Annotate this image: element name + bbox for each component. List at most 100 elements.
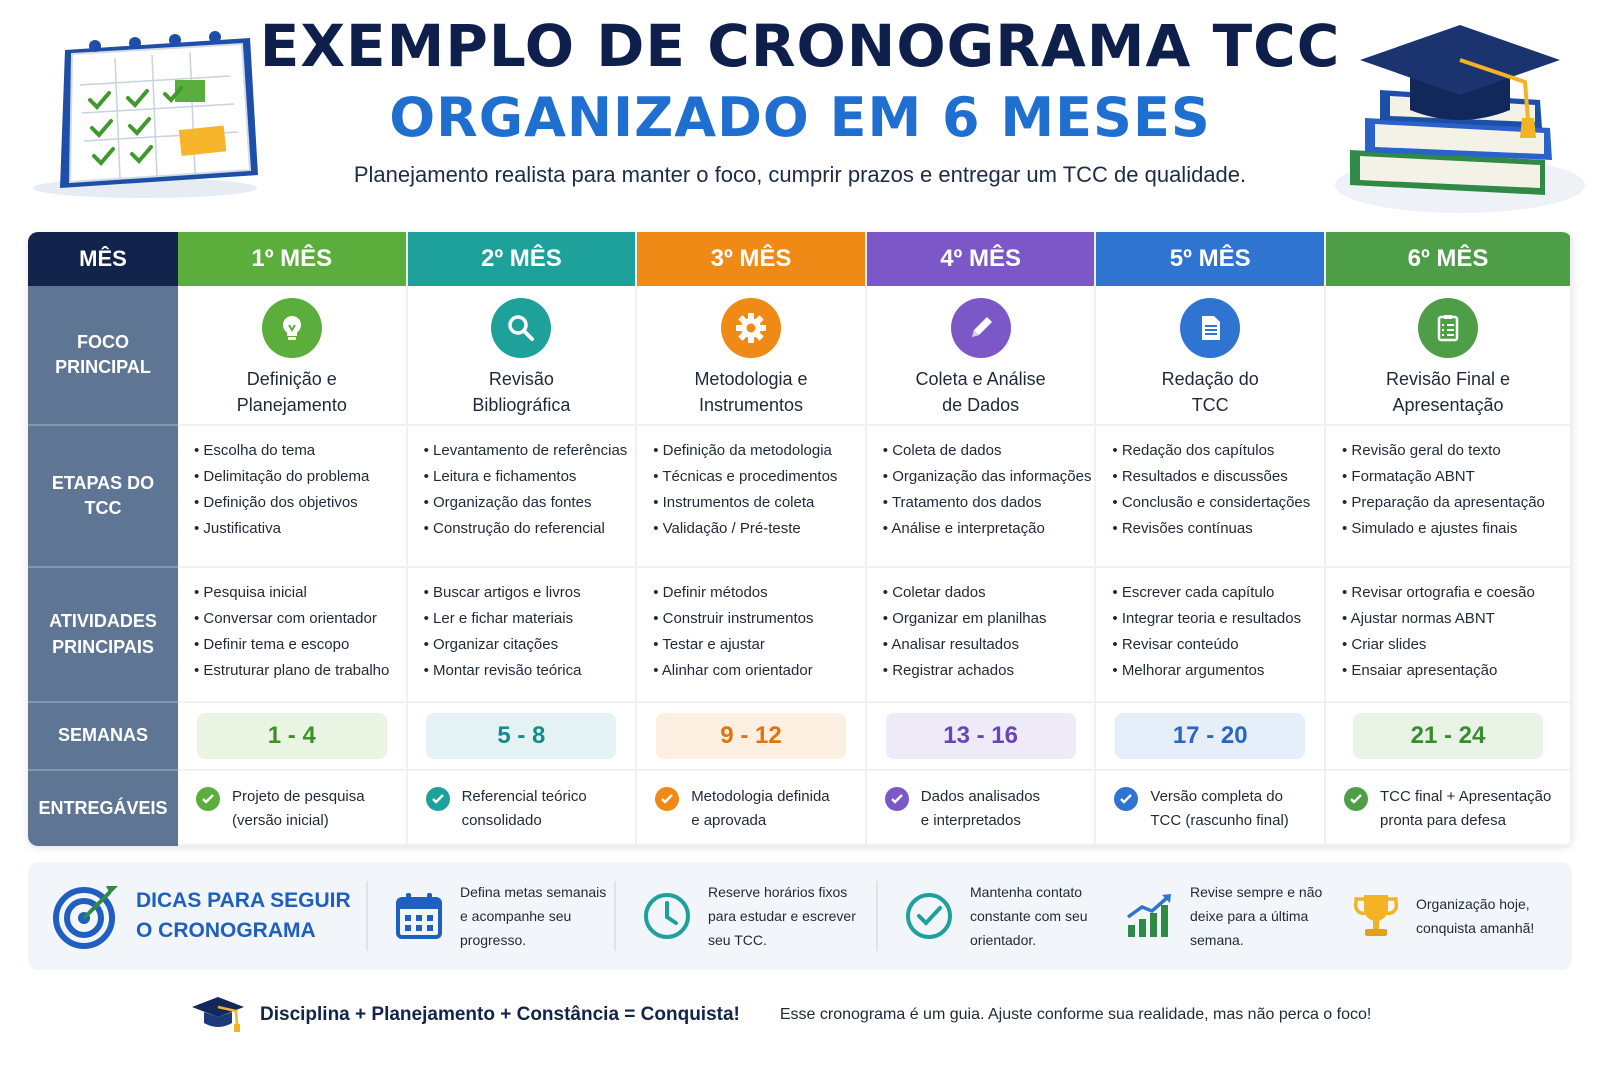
footer-motto: Disciplina + Planejamento + Constância =…	[260, 1004, 740, 1025]
weeks-badge-3: 9 - 12	[655, 713, 846, 759]
list-item: Preparação da apresentação	[1342, 490, 1570, 516]
steps-cell-4: Coleta de dadosOrganização das informaçõ…	[866, 426, 1097, 568]
list-item: Coleta de dados	[883, 438, 1095, 464]
page-description: Planejamento realista para manter o foco…	[353, 162, 1247, 187]
tip-text-line: progresso.	[460, 932, 527, 948]
clock-icon	[644, 893, 690, 939]
weeks-badge-5: 17 - 20	[1115, 713, 1306, 759]
focus-cell-6: Revisão Final e Apresentação	[1326, 286, 1572, 426]
deliverable-line: consolidado	[461, 812, 542, 829]
list-item: Revisão geral do texto	[1342, 438, 1570, 464]
list-item: Validação / Pré-teste	[653, 516, 865, 542]
list-item: Técnicas e procedimentos	[653, 464, 865, 490]
deliverable-line: TCC final + Apresentação	[1380, 788, 1552, 805]
list-item: Conversar com orientador	[194, 606, 406, 632]
page-subtitle: ORGANIZADO EM 6 MESES	[389, 86, 1211, 149]
row-label-steps: ETAPAS DO TCC	[28, 426, 178, 568]
month-header-6: 6º MÊS	[1326, 232, 1572, 286]
tip-text-line: e acompanhe seu	[460, 908, 572, 924]
check-circle-icon	[906, 893, 952, 939]
tip-item-5: Organização hoje, conquista amanhã!	[1326, 881, 1566, 951]
list-item: Tratamento dos dados	[883, 490, 1095, 516]
tip-text-line: Mantenha contato	[970, 884, 1083, 900]
document-icon	[1180, 298, 1241, 358]
footer: Disciplina + Planejamento + Constância =…	[190, 990, 1440, 1040]
list-item: Organização das fontes	[424, 490, 636, 516]
deliverable-line: TCC (rascunho final)	[1150, 812, 1289, 829]
growth-chart-icon	[1126, 894, 1171, 937]
deliverable-line: Dados analisados	[920, 788, 1041, 805]
focus-title-line: de Dados	[942, 395, 1020, 415]
list-item: Instrumentos de coleta	[653, 490, 865, 516]
activities-cell-6: Revisar ortografia e coesãoAjustar norma…	[1326, 568, 1572, 703]
list-item: Estruturar plano de trabalho	[194, 658, 406, 684]
check-icon	[196, 787, 220, 811]
list-item: Pesquisa inicial	[194, 580, 406, 606]
activities-cell-4: Coletar dadosOrganizar em planilhasAnali…	[866, 568, 1097, 703]
deliverable-line: Referencial teórico	[461, 788, 587, 805]
list-item: Montar revisão teórica	[424, 658, 636, 684]
list-item: Definir métodos	[653, 580, 865, 606]
lightbulb-icon	[261, 298, 322, 358]
row-label-month: MÊS	[28, 232, 178, 286]
focus-cell-1: Definição e Planejamento	[178, 286, 408, 426]
check-icon	[1114, 787, 1139, 811]
tips-header: DICAS PARA SEGUIR O CRONOGRAMA	[28, 881, 368, 951]
deliverable-line: Versão completa do	[1150, 788, 1283, 805]
activities-cell-2: Buscar artigos e livrosLer e fichar mate…	[407, 568, 638, 703]
list-item: Escrever cada capítulo	[1112, 580, 1324, 606]
focus-title-line: Coleta e Análise	[915, 369, 1046, 389]
focus-cell-3: Metodologia e Instrumentos	[637, 286, 867, 426]
pencil-icon	[950, 298, 1011, 358]
list-item: Conclusão e considertações	[1112, 490, 1324, 516]
list-item: Buscar artigos e livros	[424, 580, 636, 606]
tip-text-line: seu TCC.	[708, 932, 767, 948]
list-item: Formatação ABNT	[1342, 464, 1570, 490]
weeks-badge-6: 21 - 24	[1353, 713, 1543, 759]
list-item: Escolha do tema	[194, 438, 406, 464]
steps-cell-2: Levantamento de referênciasLeitura e fic…	[407, 426, 638, 568]
tip-text-line: deixe para a última	[1190, 908, 1309, 924]
tips-title-line: DICAS PARA SEGUIR	[136, 889, 351, 912]
deliverable-cell-5: Versão completa do TCC (rascunho final)	[1096, 771, 1326, 846]
deliverable-line: Metodologia definida	[691, 788, 830, 805]
target-arrow-icon	[53, 886, 118, 949]
focus-title-line: Revisão	[488, 369, 554, 389]
check-icon	[425, 787, 450, 811]
steps-cell-3: Definição da metodologiaTécnicas e proce…	[637, 426, 867, 568]
list-item: Redação dos capítulos	[1112, 438, 1324, 464]
list-item: Testar e ajustar	[653, 632, 865, 658]
month-header-5: 5º MÊS	[1096, 232, 1326, 286]
tip-item-2: Reserve horários fixos para estudar e esc…	[616, 881, 878, 951]
tip-text-line: Organização hoje,	[1416, 896, 1530, 912]
list-item: Revisar ortografia e coesão	[1342, 580, 1570, 606]
row-label-deliverables: ENTREGÁVEIS	[28, 771, 178, 846]
graduation-cap-icon	[192, 997, 244, 1032]
tip-text-line: orientador.	[970, 932, 1037, 948]
weeks-badge-1: 1 - 4	[196, 713, 387, 759]
list-item: Análise e interpretação	[883, 516, 1095, 542]
list-item: Levantamento de referências	[424, 438, 636, 464]
list-item: Analisar resultados	[883, 632, 1095, 658]
list-item: Definir tema e escopo	[194, 632, 406, 658]
deliverable-line: Projeto de pesquisa	[232, 788, 365, 805]
list-item: Ajustar normas ABNT	[1342, 606, 1570, 632]
check-icon	[655, 787, 680, 811]
gear-icon	[720, 298, 781, 358]
list-item: Melhorar argumentos	[1112, 658, 1324, 684]
list-item: Simulado e ajustes finais	[1342, 516, 1570, 542]
tip-text-line: semana.	[1190, 932, 1244, 948]
tip-item-1: Defina metas semanais e acompanhe seu prog…	[368, 881, 616, 951]
list-item: Organizar citações	[424, 632, 636, 658]
deliverable-cell-4: Dados analisados e interpretados	[866, 771, 1097, 846]
list-item: Delimitação do problema	[194, 464, 406, 490]
activities-cell-1: Pesquisa inicialConversar com orientador…	[178, 568, 408, 703]
list-item: Organização das informações	[883, 464, 1095, 490]
focus-title-line: Instrumentos	[698, 395, 803, 415]
list-item: Integrar teoria e resultados	[1112, 606, 1324, 632]
list-item: Alinhar com orientador	[653, 658, 865, 684]
focus-cell-5: Redação do TCC	[1096, 286, 1326, 426]
list-item: Revisões contínuas	[1112, 516, 1324, 542]
steps-cell-6: Revisão geral do textoFormatação ABNTPre…	[1326, 426, 1572, 568]
deliverable-cell-6: TCC final + Apresentação pronta para defe…	[1326, 771, 1572, 846]
